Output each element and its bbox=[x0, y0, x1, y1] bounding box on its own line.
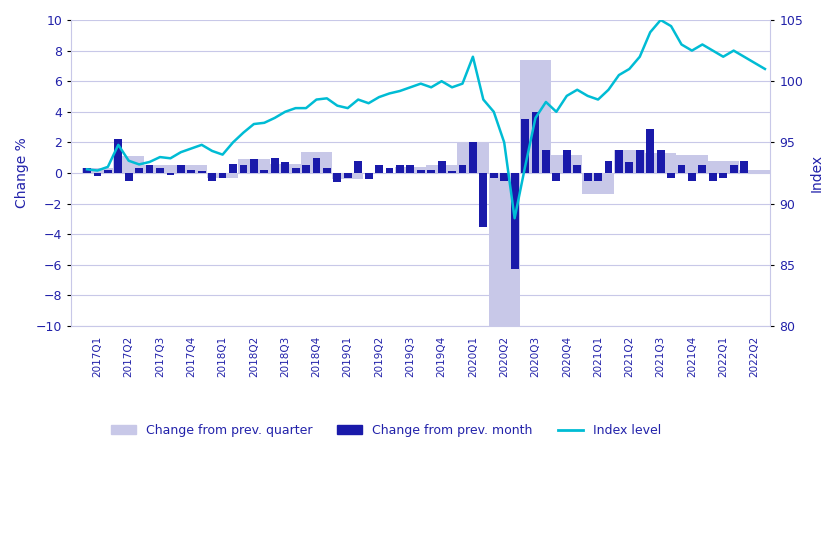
Bar bbox=[386, 168, 393, 173]
Bar bbox=[406, 165, 414, 173]
Bar bbox=[739, 170, 770, 173]
Bar bbox=[229, 164, 237, 173]
Bar bbox=[438, 161, 446, 173]
Bar bbox=[175, 165, 207, 173]
Bar bbox=[271, 158, 279, 173]
Bar bbox=[582, 173, 613, 195]
Bar bbox=[448, 171, 456, 173]
Bar bbox=[551, 155, 582, 173]
Bar bbox=[396, 165, 404, 173]
Bar bbox=[625, 162, 633, 173]
Bar bbox=[323, 168, 331, 173]
Bar bbox=[250, 159, 258, 173]
Bar bbox=[394, 167, 426, 173]
Bar bbox=[156, 168, 164, 173]
Bar bbox=[208, 173, 216, 181]
Bar bbox=[187, 170, 195, 173]
Bar bbox=[645, 153, 676, 173]
Bar bbox=[135, 168, 143, 173]
Bar bbox=[500, 173, 508, 181]
Bar bbox=[219, 173, 227, 177]
Bar bbox=[239, 165, 248, 173]
Bar bbox=[417, 170, 425, 173]
Bar bbox=[667, 173, 675, 177]
Bar bbox=[719, 173, 727, 177]
Bar bbox=[144, 165, 175, 173]
Bar bbox=[646, 128, 654, 173]
Bar bbox=[469, 142, 477, 173]
Bar bbox=[688, 173, 696, 181]
Bar bbox=[584, 173, 591, 181]
Bar bbox=[613, 150, 645, 173]
Bar bbox=[365, 173, 373, 179]
Bar bbox=[490, 173, 498, 177]
Y-axis label: Index: Index bbox=[810, 154, 824, 192]
Bar bbox=[573, 165, 581, 173]
Bar bbox=[709, 173, 717, 181]
Bar bbox=[302, 165, 310, 173]
Bar bbox=[427, 170, 435, 173]
Bar bbox=[313, 158, 320, 173]
Bar bbox=[354, 161, 362, 173]
Bar bbox=[292, 168, 300, 173]
Bar bbox=[605, 161, 612, 173]
Bar bbox=[260, 170, 268, 173]
Bar bbox=[511, 173, 519, 269]
Bar bbox=[707, 161, 739, 173]
Bar bbox=[676, 155, 707, 173]
Bar bbox=[301, 152, 332, 173]
Bar bbox=[146, 165, 154, 173]
Bar bbox=[333, 173, 341, 182]
Bar bbox=[269, 164, 301, 173]
Bar bbox=[93, 173, 102, 176]
Bar bbox=[594, 173, 602, 181]
Bar bbox=[375, 165, 383, 173]
Bar bbox=[730, 165, 737, 173]
Bar bbox=[698, 165, 706, 173]
Bar bbox=[532, 112, 539, 173]
Legend: Change from prev. quarter, Change from prev. month, Index level: Change from prev. quarter, Change from p… bbox=[106, 419, 666, 442]
Bar bbox=[426, 165, 457, 173]
Bar bbox=[636, 150, 644, 173]
Bar bbox=[177, 165, 185, 173]
Bar bbox=[521, 120, 529, 173]
Bar bbox=[81, 168, 113, 173]
Bar bbox=[281, 162, 289, 173]
Bar bbox=[198, 171, 206, 173]
Bar bbox=[238, 159, 269, 173]
Bar bbox=[488, 173, 520, 460]
Bar bbox=[344, 173, 352, 177]
Bar bbox=[125, 173, 133, 181]
Bar bbox=[542, 150, 550, 173]
Bar bbox=[104, 170, 112, 173]
Bar bbox=[207, 173, 238, 177]
Bar bbox=[113, 156, 144, 173]
Bar bbox=[552, 173, 560, 181]
Bar bbox=[83, 168, 91, 173]
Bar bbox=[678, 165, 685, 173]
Bar bbox=[740, 161, 748, 173]
Bar bbox=[459, 165, 466, 173]
Y-axis label: Change %: Change % bbox=[15, 137, 29, 208]
Bar bbox=[657, 150, 664, 173]
Bar bbox=[563, 150, 571, 173]
Bar bbox=[479, 173, 487, 226]
Bar bbox=[520, 60, 551, 173]
Bar bbox=[457, 142, 488, 173]
Bar bbox=[332, 173, 363, 179]
Bar bbox=[114, 140, 122, 173]
Bar bbox=[166, 173, 175, 175]
Bar bbox=[615, 150, 623, 173]
